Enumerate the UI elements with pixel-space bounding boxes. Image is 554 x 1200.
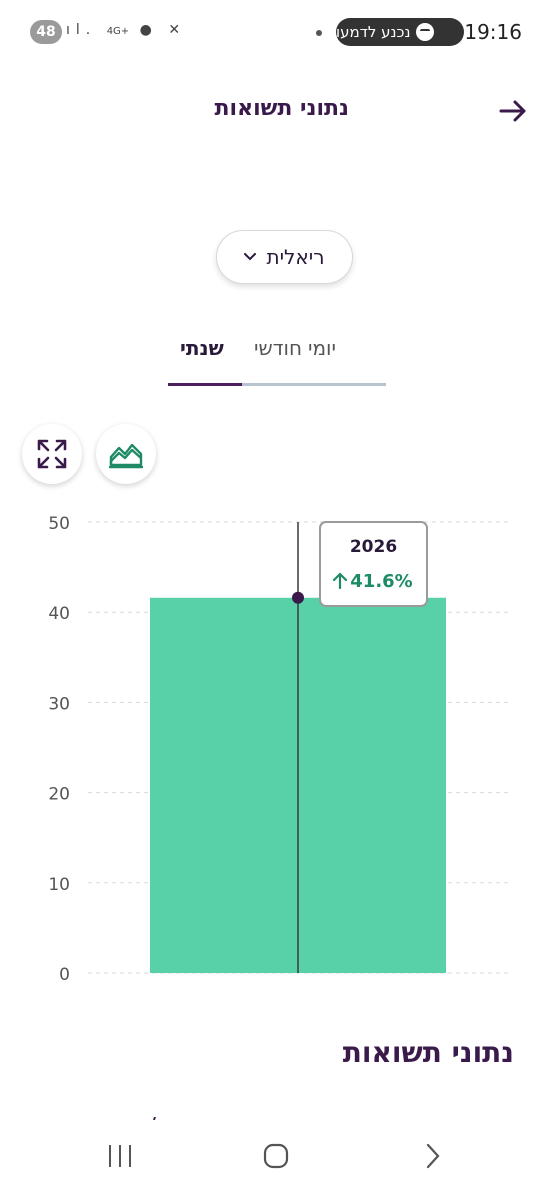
spotify-now-playing[interactable]: נכנע לדמעו (336, 18, 464, 46)
status-bar: 19:16 נכנע לדמעו 48 ıl. 4G+ ● ✕ (0, 0, 554, 64)
tab-daily[interactable]: יומי (308, 336, 336, 360)
spotify-track: נכנע לדמעו (336, 23, 411, 41)
status-time: 19:16 (464, 20, 522, 44)
chevron-down-icon (244, 253, 257, 261)
y-tick-label: 0 (59, 965, 70, 985)
home-icon[interactable] (256, 1136, 296, 1176)
recent-apps-icon[interactable] (100, 1136, 140, 1176)
y-tick-label: 40 (48, 604, 70, 624)
period-tabs: יומי חודשי שנתי (168, 330, 386, 386)
tooltip-year: 2026 (350, 537, 397, 557)
back-nav-icon[interactable] (412, 1136, 452, 1176)
y-tick-label: 10 (48, 875, 70, 895)
y-tick-label: 30 (48, 694, 70, 714)
spotify-icon (416, 23, 435, 41)
arrow-up-icon (332, 572, 348, 590)
expand-chart-button[interactable] (22, 424, 82, 484)
location-icon: ● (139, 22, 158, 38)
battery-indicator: 48 (30, 20, 62, 44)
system-navigation-bar (0, 1120, 554, 1200)
tabs-track (168, 383, 386, 386)
crosshair-point (292, 591, 304, 604)
yearly-return-chart: 0 10 20 30 40 50 2026 41.6% (48, 514, 508, 985)
arrow-right-icon[interactable] (496, 94, 530, 128)
signal-icons: ıl. 4G+ ● ✕ (66, 22, 186, 38)
tab-yearly[interactable]: שנתי (180, 336, 224, 360)
return-type-select[interactable]: ריאלית (216, 230, 353, 284)
chart-type-toggle-button[interactable] (96, 424, 156, 484)
y-tick-label: 50 (48, 514, 70, 534)
signal-icon: ıl. (66, 22, 97, 38)
tab-monthly[interactable]: חודשי (254, 336, 303, 360)
tab-active-indicator (168, 383, 242, 386)
tooltip-box (319, 521, 428, 607)
y-tick-label: 20 (48, 785, 70, 805)
page-title: נתוני תשואות (214, 96, 349, 121)
tooltip-value: 41.6% (350, 571, 412, 592)
notification-dot-icon (316, 30, 322, 36)
expand-icon (37, 439, 67, 469)
app-header: נתוני תשואות (0, 90, 554, 134)
network-type: 4G+ (106, 26, 130, 37)
mute-icon: ✕ (168, 22, 187, 38)
area-chart-icon (109, 443, 143, 469)
return-type-value: ריאלית (266, 245, 325, 269)
table-section-title: נתוני תשואות (342, 1036, 514, 1069)
